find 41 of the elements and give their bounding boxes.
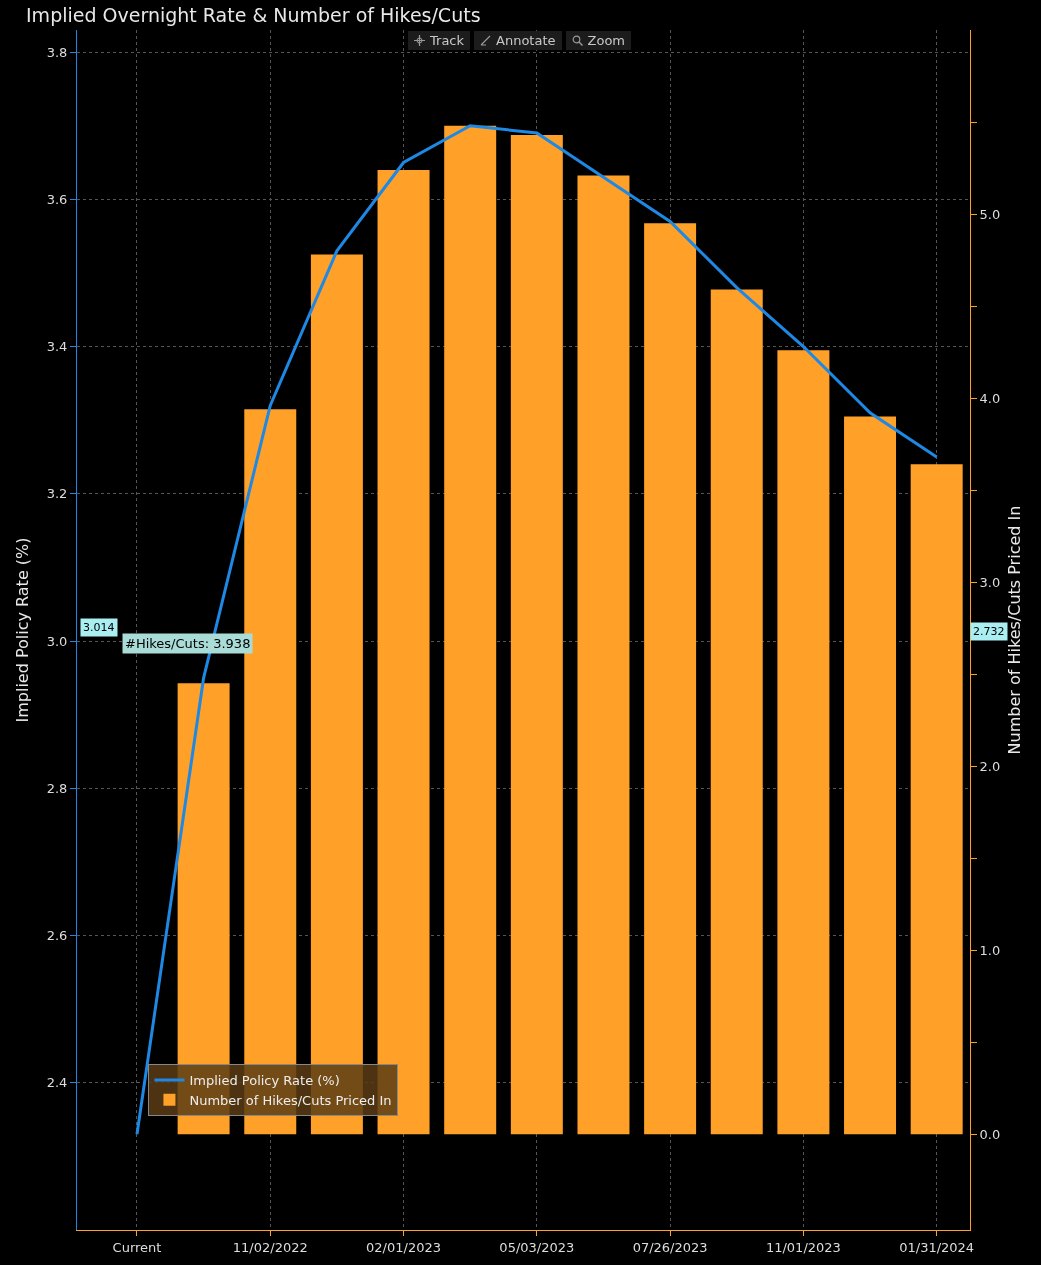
y-axis-title: Implied Policy Rate (%) xyxy=(12,537,32,723)
bar xyxy=(510,134,563,1135)
annotation: Annotate xyxy=(496,33,556,48)
x-tick-label: 11/02/2022 xyxy=(232,1239,308,1255)
y-tick-label: 3.6 xyxy=(46,191,68,207)
y-tick-label: 3.4 xyxy=(46,339,68,355)
y-tick-label: 3.0 xyxy=(46,633,68,649)
x-tick-label: 02/01/2023 xyxy=(366,1239,442,1255)
bar xyxy=(377,169,430,1135)
x-tick-label: 11/01/2023 xyxy=(765,1239,841,1255)
y2-tick-label: 5.0 xyxy=(979,206,1001,222)
y2-tick-label: 1.0 xyxy=(979,942,1001,958)
y-tick-label: 3.2 xyxy=(46,486,68,502)
bar xyxy=(844,416,897,1135)
y2-tick-label: 0.0 xyxy=(979,1126,1001,1142)
text: 2.732 xyxy=(973,625,1005,638)
y-tick-label: 2.6 xyxy=(46,928,68,944)
annotation: 3.014 xyxy=(83,621,115,634)
y2-axis-title: Number of Hikes/Cuts Priced In xyxy=(1005,505,1024,755)
bar xyxy=(910,464,963,1135)
x-tick-label: 01/31/2024 xyxy=(899,1239,975,1255)
y-tick-label: 2.4 xyxy=(46,1075,68,1091)
y-tick-label: 3.8 xyxy=(46,44,68,60)
chart-title: Implied Overnight Rate & Number of Hikes/Cuts xyxy=(26,3,481,26)
bar xyxy=(710,289,763,1135)
legend-label: Implied Policy Rate (%) xyxy=(189,1073,340,1089)
bar xyxy=(644,223,697,1135)
legend-label: Number of Hikes/Cuts Priced In xyxy=(189,1092,392,1108)
bar xyxy=(777,350,830,1135)
bar xyxy=(444,125,497,1135)
x-tick-label: Current xyxy=(112,1239,162,1255)
annotation: Zoom xyxy=(587,33,625,48)
annotation: #Hikes/Cuts: 3.938 xyxy=(125,636,251,651)
x-tick-label: 05/03/2023 xyxy=(499,1239,575,1255)
bar xyxy=(577,175,630,1135)
y2-tick-label: 3.0 xyxy=(979,574,1001,590)
annotation: Track xyxy=(430,33,465,48)
x-tick-label: 07/26/2023 xyxy=(632,1239,708,1255)
y2-tick-label: 2.0 xyxy=(979,758,1001,774)
y2-tick-label: 4.0 xyxy=(979,390,1001,406)
y-tick-label: 2.8 xyxy=(46,780,68,796)
